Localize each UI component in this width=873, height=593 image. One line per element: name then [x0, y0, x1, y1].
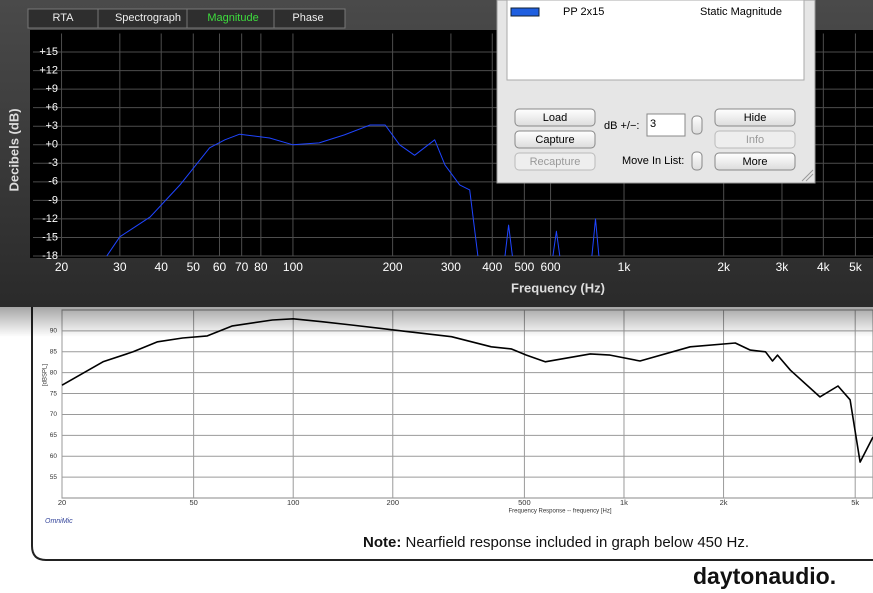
x-tick-label: 600 [541, 260, 561, 274]
x-tick-label: 20 [58, 498, 66, 507]
x-tick-label: 1k [618, 260, 632, 274]
x-tick-label: 1k [620, 498, 628, 507]
stepper[interactable] [691, 115, 703, 135]
x-tick-label: 5k [851, 498, 859, 507]
button-label[interactable]: More [742, 156, 767, 168]
y-tick-label: -9 [48, 194, 58, 206]
button-label[interactable]: Load [543, 112, 567, 124]
tab-bar: RTA Spectrograph Magnitude Phase [27, 8, 346, 29]
x-tick-label: 100 [283, 260, 303, 274]
tab-active[interactable]: Magnitude [207, 12, 258, 24]
x-tick-label: 50 [187, 260, 201, 274]
x-tick-label: 70 [235, 260, 249, 274]
button-disabled [714, 130, 796, 149]
x-tick-label: 50 [189, 498, 197, 507]
datasheet: 908580757065605520501002005001k2k5k Freq… [31, 300, 873, 589]
trace-kind: Static Magnitude [700, 6, 782, 18]
db-input[interactable] [646, 113, 686, 137]
source: OmniMic [45, 518, 73, 525]
button[interactable] [514, 108, 596, 127]
data-line [106, 124, 600, 257]
button-label: Info [746, 134, 764, 146]
button[interactable] [714, 152, 796, 171]
button-label[interactable]: Hide [744, 112, 767, 124]
note-bold: Note: [363, 534, 401, 551]
y-tick-label: -6 [48, 176, 58, 188]
x-tick-label: 2k [717, 260, 731, 274]
move-label: Move In List: [622, 155, 684, 167]
tab[interactable]: RTA [53, 12, 75, 24]
resize-grip [801, 169, 814, 182]
button[interactable] [514, 130, 596, 149]
y-tick-label: 80 [50, 369, 58, 376]
y-tick-label: +15 [39, 46, 58, 58]
y-tick-label: 85 [50, 348, 58, 355]
y-tick-label: 70 [50, 411, 58, 418]
y-axis-title: [dBSPL] [43, 364, 49, 386]
y-tick-label: 55 [50, 474, 58, 481]
x-tick-label: 2k [720, 498, 728, 507]
button-label[interactable]: Capture [535, 134, 574, 146]
db-value[interactable]: 3 [650, 118, 656, 130]
x-tick-label: 200 [387, 498, 400, 507]
note: Note: Nearfield response included in gra… [363, 534, 749, 551]
x-axis-title: Frequency (Hz) [511, 280, 605, 295]
db-label: dB +/−: [604, 120, 639, 132]
x-tick-label: 30 [113, 260, 127, 274]
x-tick-label: 300 [441, 260, 461, 274]
y-tick-label: -12 [42, 213, 58, 225]
tab[interactable]: Spectrograph [115, 12, 181, 24]
x-tick-label: 80 [254, 260, 268, 274]
y-tick-label: 65 [50, 432, 58, 439]
trace-name[interactable]: PP 2x15 [563, 6, 604, 18]
note-text: Nearfield response included in graph bel… [401, 534, 749, 551]
window-shadow [0, 307, 873, 337]
y-tick-label: +9 [45, 83, 58, 95]
y-tick-label: -3 [48, 157, 58, 169]
trace-swatch [510, 7, 540, 17]
y-tick-label: -18 [42, 250, 58, 262]
y-tick-label: -15 [42, 231, 58, 243]
stepper[interactable] [691, 151, 703, 171]
control-panel: PP 2x15 Static Magnitude Load Capture Re… [496, 0, 816, 184]
y-tick-label: +12 [39, 64, 58, 76]
x-tick-label: 400 [482, 260, 502, 274]
button-disabled [514, 152, 596, 171]
y-tick-label: 75 [50, 390, 58, 397]
x-tick-label: 20 [55, 260, 69, 274]
x-tick-label: 500 [514, 260, 534, 274]
y-tick-label: +0 [45, 139, 58, 151]
button[interactable] [714, 108, 796, 127]
x-tick-label: 500 [518, 498, 531, 507]
y-axis-title: Decibels (dB) [6, 108, 21, 191]
y-tick-label: +3 [45, 120, 58, 132]
x-axis-title: Frequency Response -- frequency [Hz] [508, 509, 611, 515]
tab[interactable]: Phase [292, 12, 323, 24]
x-tick-label: 3k [776, 260, 790, 274]
y-tick-label: 60 [50, 453, 58, 460]
x-tick-label: 200 [383, 260, 403, 274]
x-tick-label: 5k [849, 260, 863, 274]
logo: daytonaudio. [693, 563, 836, 589]
y-tick-label: +6 [45, 102, 58, 114]
trace-list [506, 0, 805, 81]
sheet-border [31, 300, 873, 561]
button-label: Recapture [530, 156, 581, 168]
x-tick-label: 100 [287, 498, 300, 507]
x-tick-label: 60 [213, 260, 227, 274]
x-tick-label: 40 [155, 260, 169, 274]
x-tick-label: 4k [817, 260, 831, 274]
